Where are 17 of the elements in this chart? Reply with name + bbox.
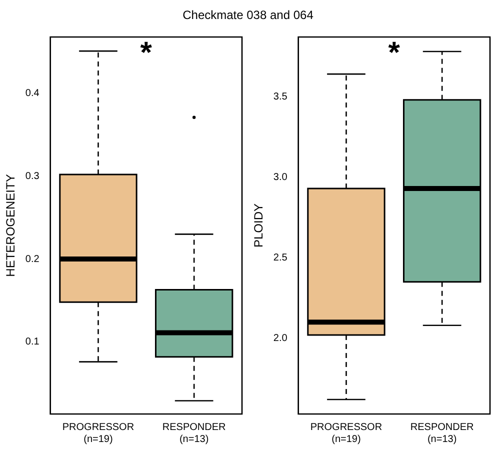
y-tick-label: 0.4 bbox=[25, 88, 40, 100]
y-tick-label: 2.5 bbox=[273, 252, 288, 264]
y-tick-label: 0.3 bbox=[25, 170, 40, 182]
chart-title: Checkmate 038 and 064 bbox=[182, 8, 314, 22]
y-tick-label: 3.0 bbox=[273, 172, 288, 183]
x-tick-label: RESPONDER (n=13) bbox=[162, 422, 226, 445]
y-tick-label: 0.2 bbox=[25, 254, 40, 265]
y-axis-title: PLOIDY bbox=[252, 203, 266, 248]
annotation: * bbox=[140, 36, 152, 70]
annotation: * bbox=[388, 36, 400, 70]
y-tick-label: 2.0 bbox=[273, 333, 288, 344]
x-tick-label: PROGRESSOR (n=19) bbox=[310, 422, 382, 445]
x-tick-label: RESPONDER (n=13) bbox=[410, 422, 474, 445]
y-axis-title: HETEROGENEITY bbox=[4, 174, 18, 277]
y-tick-label: 3.5 bbox=[273, 91, 288, 102]
x-tick-label: PROGRESSOR (n=19) bbox=[62, 422, 134, 445]
y-tick-label: 0.1 bbox=[25, 336, 40, 348]
